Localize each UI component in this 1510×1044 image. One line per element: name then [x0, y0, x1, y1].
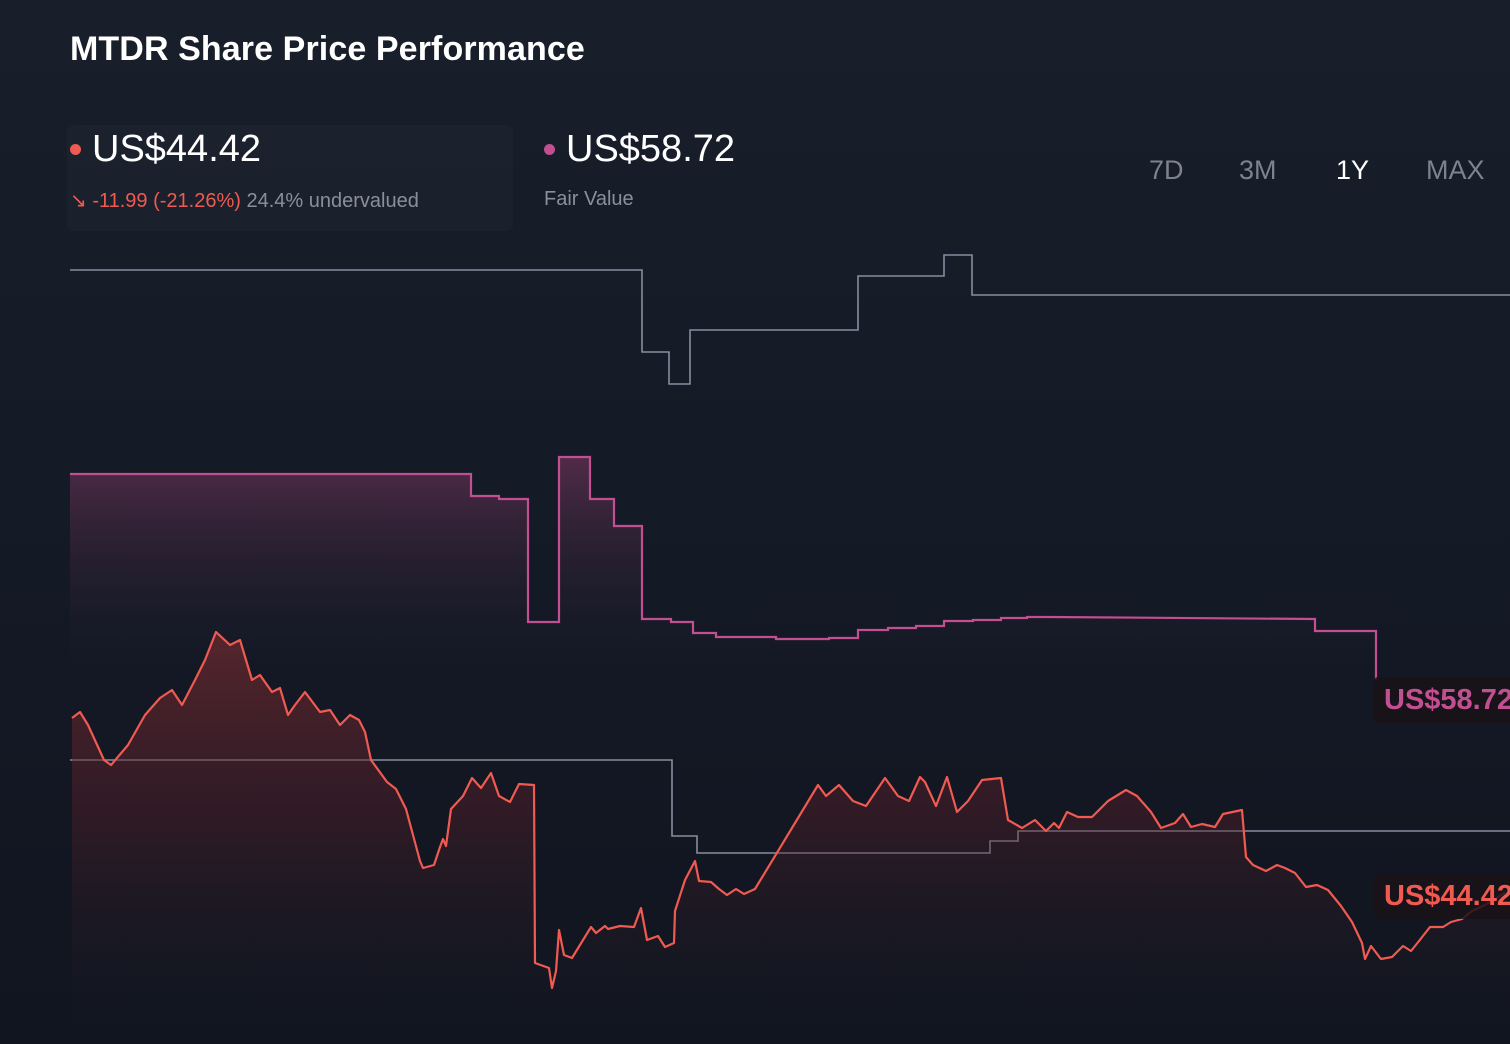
svg-text:US$44.42: US$44.42 — [1384, 880, 1510, 912]
svg-text:US$58.72: US$58.72 — [1384, 684, 1510, 716]
